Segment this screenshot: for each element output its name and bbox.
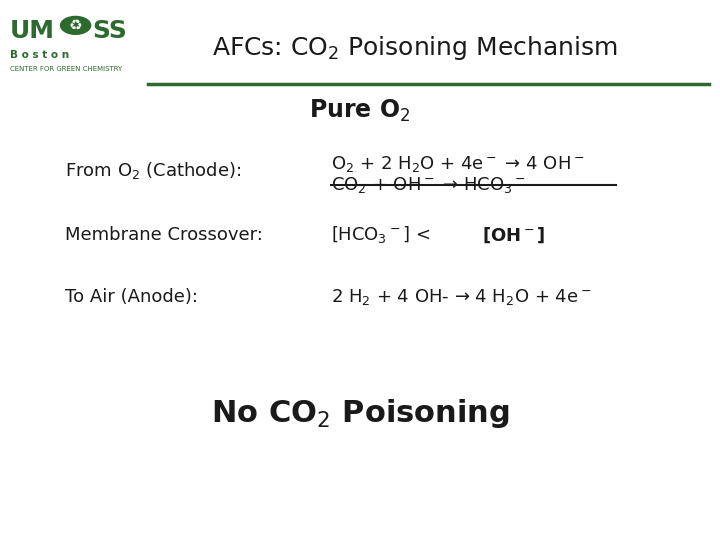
Text: Pure O$_2$: Pure O$_2$: [310, 98, 410, 124]
Text: [OH$^-$]: [OH$^-$]: [482, 225, 546, 245]
Text: From O$_2$ (Cathode):: From O$_2$ (Cathode):: [65, 160, 241, 180]
Text: Membrane Crossover:: Membrane Crossover:: [65, 226, 263, 244]
Text: CO$_2$ + OH$^-$ → HCO$_3$$^-$: CO$_2$ + OH$^-$ → HCO$_3$$^-$: [331, 174, 526, 195]
Circle shape: [60, 16, 91, 35]
Text: UM: UM: [10, 19, 55, 43]
Text: AFCs: CO$_2$ Poisoning Mechanism: AFCs: CO$_2$ Poisoning Mechanism: [212, 33, 618, 62]
Text: To Air (Anode):: To Air (Anode):: [65, 288, 198, 306]
Text: B o s t o n: B o s t o n: [10, 50, 69, 60]
Text: O$_2$ + 2 H$_2$O + 4e$^-$ → 4 OH$^-$: O$_2$ + 2 H$_2$O + 4e$^-$ → 4 OH$^-$: [331, 153, 585, 174]
Text: SS: SS: [92, 19, 127, 43]
Text: [HCO$_3$$^-$] <: [HCO$_3$$^-$] <: [331, 225, 433, 245]
Text: 2 H$_2$ + 4 OH- → 4 H$_2$O + 4e$^-$: 2 H$_2$ + 4 OH- → 4 H$_2$O + 4e$^-$: [331, 287, 592, 307]
Text: CENTER FOR GREEN CHEMISTRY: CENTER FOR GREEN CHEMISTRY: [10, 66, 122, 72]
Text: No CO$_2$ Poisoning: No CO$_2$ Poisoning: [211, 396, 509, 430]
Text: ♻: ♻: [69, 18, 82, 33]
